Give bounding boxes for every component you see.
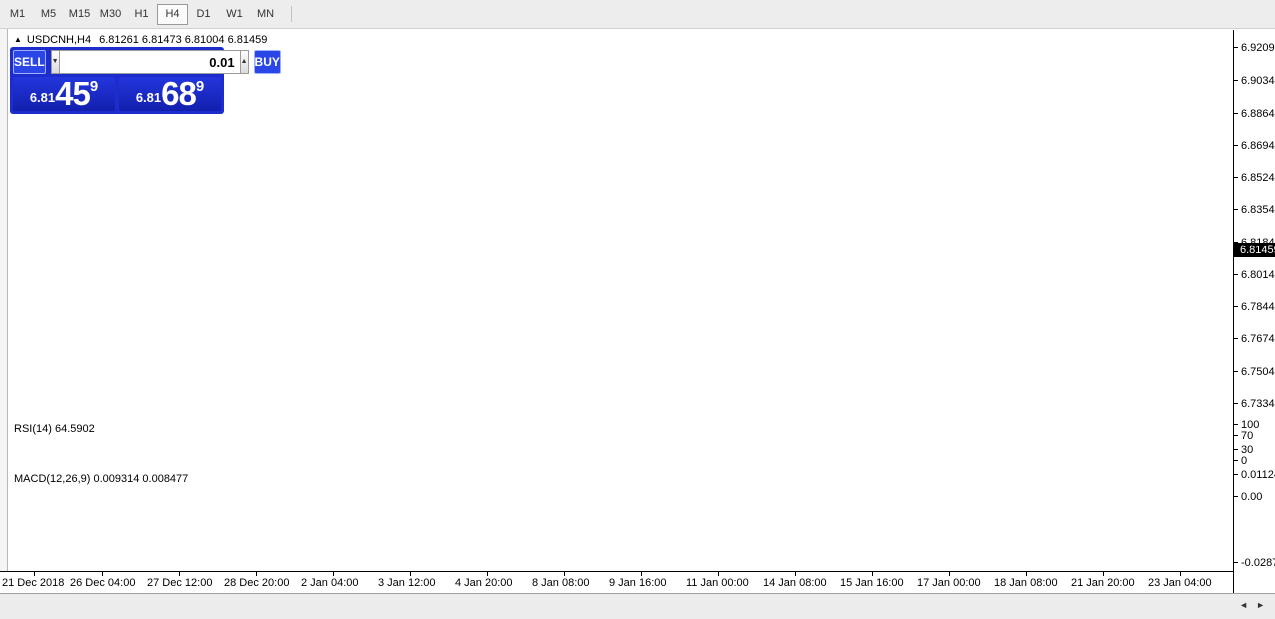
time-axis-label: 26 Dec 04:00: [70, 577, 136, 589]
buy-price-display[interactable]: 6.81 68 9: [119, 77, 221, 111]
sell-price-display[interactable]: 6.81 45 9: [13, 77, 115, 111]
time-axis-label: 11 Jan 00:00: [686, 577, 749, 589]
ohlc-values: 6.81261 6.81473 6.81004 6.81459: [99, 34, 268, 46]
time-axis-label: 4 Jan 20:00: [455, 577, 513, 589]
chart-tabs-bar: ◄ ►: [0, 593, 1275, 619]
time-axis-tick: [949, 572, 950, 576]
time-axis-label: 18 Jan 08:00: [994, 577, 1058, 589]
price-tick-label: 6.83540: [1234, 205, 1275, 216]
rsi-label: RSI(14) 64.5902: [14, 423, 95, 435]
time-axis[interactable]: 21 Dec 2018 26 Dec 04:00 27 Dec 12:00 28 De…: [0, 571, 1233, 593]
price-tick-label: 6.85240: [1234, 173, 1275, 184]
time-axis-tick: [718, 572, 719, 576]
price-tick-label: 6.78440: [1234, 302, 1275, 313]
timeframe-button-m15[interactable]: M15: [68, 7, 91, 20]
price-tick-label: 6.81840: [1234, 237, 1275, 248]
time-axis-label: 3 Jan 12:00: [378, 577, 436, 589]
current-price-tag: 6.81459: [1234, 242, 1275, 257]
buy-price-point: 9: [195, 78, 205, 95]
time-axis-label: 9 Jan 16:00: [609, 577, 667, 589]
buy-button[interactable]: BUY: [253, 50, 281, 74]
time-axis-label: 21 Dec 2018: [2, 577, 65, 589]
time-axis-tick: [34, 572, 35, 576]
volume-decrease-button[interactable]: ▼: [50, 50, 60, 74]
price-axis[interactable]: 6.81459 6.92090 6.90340 6.88640 6.86940 6.85…: [1233, 30, 1275, 593]
timeframe-button-d1[interactable]: D1: [196, 7, 211, 20]
chart-canvas[interactable]: [8, 30, 1233, 571]
timeframe-button-mn[interactable]: MN: [256, 7, 275, 20]
price-tick-label: 6.73340: [1234, 399, 1275, 410]
time-axis-label: 15 Jan 16:00: [840, 577, 904, 589]
price-tick-label: 6.86940: [1234, 140, 1275, 151]
time-axis-tick: [795, 572, 796, 576]
time-axis-label: 27 Dec 12:00: [147, 577, 213, 589]
time-axis-tick: [641, 572, 642, 576]
sell-price-point: 9: [89, 78, 99, 95]
toolbar-separator: [291, 6, 292, 22]
time-axis-tick: [872, 572, 873, 576]
chart-title: ▲ USDCNH,H4 6.81261 6.81473 6.81004 6.8145…: [14, 34, 267, 46]
rsi-tick-label: 70: [1234, 430, 1253, 441]
rsi-tick-label: 0: [1234, 456, 1247, 467]
macd-tick-label: -0.028797: [1234, 558, 1275, 569]
tabs-scroll-right-icon[interactable]: ►: [1256, 599, 1265, 610]
timeframe-button-m1[interactable]: M1: [9, 7, 26, 20]
sell-price-base: 6.81: [29, 90, 56, 105]
timeframe-toolbar: M1 M5 M15 M30 H1 H4 D1 W1 MN: [0, 0, 1275, 29]
macd-tick-label: 0.00: [1234, 492, 1262, 503]
tab-scroll-controls: ◄ ►: [1239, 594, 1275, 615]
volume-increase-button[interactable]: ▲: [239, 50, 249, 74]
price-tick-label: 6.90340: [1234, 76, 1275, 87]
buy-price-base: 6.81: [135, 90, 162, 105]
time-axis-label: 2 Jan 04:00: [301, 577, 359, 589]
timeframe-button-h1[interactable]: H1: [134, 7, 149, 20]
window-left-border: [0, 29, 8, 593]
symbol-period-label: USDCNH,H4: [26, 34, 92, 46]
time-axis-label: 28 Dec 20:00: [224, 577, 290, 589]
sell-price-pips: 45: [55, 75, 91, 112]
volume-input[interactable]: [59, 50, 240, 74]
time-axis-tick: [1180, 572, 1181, 576]
time-axis-label: 17 Jan 00:00: [917, 577, 981, 589]
rsi-tick-label: 100: [1234, 420, 1259, 431]
macd-label: MACD(12,26,9) 0.009314 0.008477: [14, 473, 189, 485]
time-axis-tick: [333, 572, 334, 576]
time-axis-tick: [256, 572, 257, 576]
time-axis-label: 14 Jan 08:00: [763, 577, 827, 589]
time-axis-label: 23 Jan 04:00: [1148, 577, 1212, 589]
price-tick-label: 6.75040: [1234, 366, 1275, 377]
time-axis-tick: [102, 572, 103, 576]
buy-price-pips: 68: [161, 75, 197, 112]
time-axis-tick: [1026, 572, 1027, 576]
price-tick-label: 6.88640: [1234, 108, 1275, 119]
collapse-panel-icon[interactable]: ▲: [14, 35, 22, 44]
time-axis-label: 21 Jan 20:00: [1071, 577, 1135, 589]
timeframe-button-h4[interactable]: H4: [157, 3, 188, 25]
rsi-tick-label: 30: [1234, 445, 1253, 456]
macd-tick-label: 0.011242: [1234, 470, 1275, 481]
price-tick-label: 6.80140: [1234, 269, 1275, 280]
time-axis-tick: [179, 572, 180, 576]
timeframe-button-m30[interactable]: M30: [99, 7, 122, 20]
time-axis-tick: [564, 572, 565, 576]
time-axis-tick: [487, 572, 488, 576]
tabs-scroll-left-icon[interactable]: ◄: [1239, 599, 1249, 610]
time-axis-tick: [410, 572, 411, 576]
price-tick-label: 6.92090: [1234, 43, 1275, 54]
timeframe-button-m5[interactable]: M5: [40, 7, 57, 20]
sell-button[interactable]: SELL: [13, 50, 46, 74]
time-axis-label: 8 Jan 08:00: [532, 577, 590, 589]
price-tick-label: 6.76740: [1234, 334, 1275, 345]
time-axis-tick: [1103, 572, 1104, 576]
timeframe-button-w1[interactable]: W1: [226, 7, 243, 20]
